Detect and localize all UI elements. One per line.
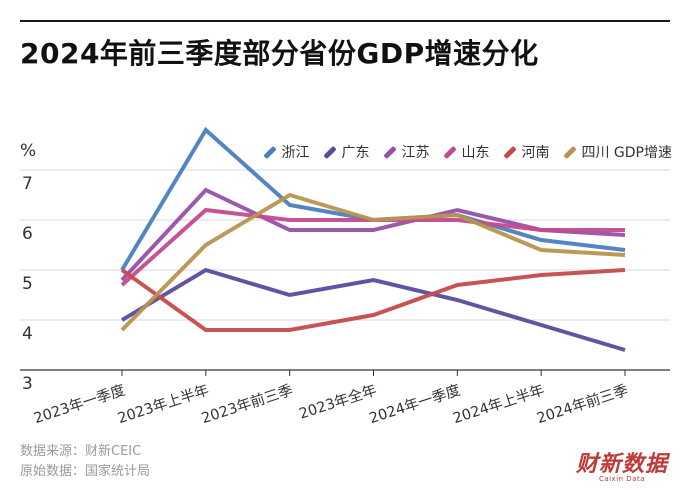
chart-title: 2024年前三季度部分省份GDP增速分化 (20, 37, 539, 70)
logo-text: 财新数据 (575, 452, 668, 477)
x-tick-label: 2023年全年 (297, 381, 379, 423)
y-tick-label: 4 (22, 324, 33, 344)
legend-item: 四川 GDP增速 (563, 142, 672, 162)
legend-item: 浙江 (263, 142, 309, 162)
legend-label: 江苏 (401, 145, 430, 161)
y-tick-label: 6 (22, 224, 33, 244)
series-line-6 (120, 192, 626, 332)
x-tick-label: 2024年上半年 (451, 382, 547, 427)
top-rule (20, 20, 670, 22)
legend-item: 河南 (503, 142, 549, 162)
y-tick-label: 3 (22, 374, 33, 394)
raw-data-note: 原始数据：国家统计局 (20, 464, 151, 479)
y-tick-label: 5 (22, 274, 33, 294)
x-tick-label: 2023年一季度 (32, 382, 128, 427)
y-axis-unit: % (20, 141, 37, 161)
legend-item: 山东 (443, 142, 489, 162)
legend-label: 广东 (341, 145, 370, 161)
legend-item: 江苏 (383, 142, 429, 162)
source-note: 数据来源：财新CEIC (20, 444, 142, 459)
legend-label: 河南 (521, 145, 550, 161)
legend: 浙江 广东 江苏 山东 河南 四川 GDP增速 (263, 142, 672, 162)
legend-label: 四川 GDP增速 (581, 145, 672, 161)
series-line-5 (120, 268, 626, 332)
x-tick-label: 2024年前三季 (535, 382, 631, 427)
legend-label: 浙江 (281, 145, 310, 161)
logo-subtext: Caixin Data (598, 475, 646, 483)
caixin-data-logo: 财新数据 Caixin Data (576, 446, 668, 483)
x-tick-label: 2023年上半年 (116, 382, 212, 427)
legend-label: 山东 (461, 145, 490, 161)
series-line-3 (120, 187, 626, 282)
series-line-2 (120, 267, 626, 352)
y-tick-label: 7 (22, 174, 33, 194)
x-tick-label: 2023年前三季 (199, 382, 295, 427)
legend-item: 广东 (323, 142, 369, 162)
x-tick-label: 2024年一季度 (367, 382, 463, 427)
